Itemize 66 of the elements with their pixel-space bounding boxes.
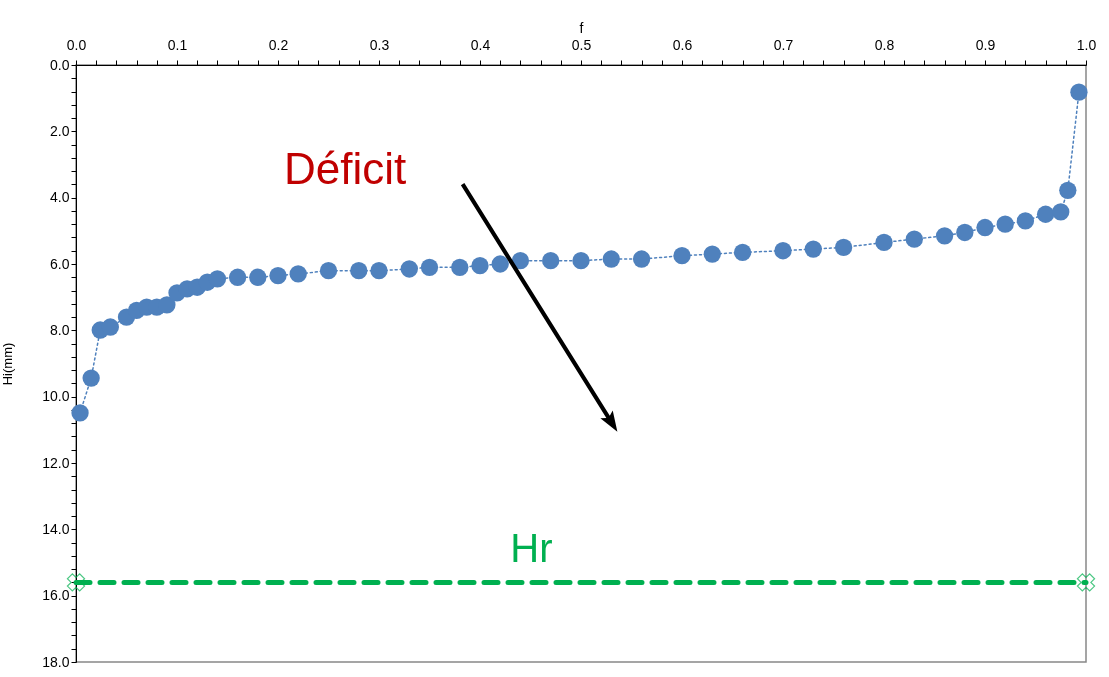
point (1036, 205, 1055, 223)
point (249, 268, 267, 286)
x-tick-label: 0.6 (672, 36, 693, 53)
point (703, 245, 721, 263)
point (542, 252, 560, 270)
point (956, 223, 974, 242)
point (774, 242, 792, 260)
point (996, 215, 1014, 233)
point (905, 230, 923, 248)
x-tick-label: 0.2 (268, 36, 289, 53)
point (82, 369, 100, 387)
x-axis-title: f (579, 19, 584, 36)
point (1059, 181, 1077, 200)
point (420, 258, 439, 276)
point (976, 218, 994, 237)
x-tick-label: 0.5 (571, 36, 592, 53)
series-label: Hr (510, 526, 553, 571)
point (673, 247, 691, 265)
x-tick-label: 0.7 (773, 36, 794, 53)
point (733, 243, 752, 262)
point (471, 257, 489, 275)
point (1016, 212, 1035, 230)
x-tick-label: 1.0 (1076, 36, 1097, 53)
point (228, 268, 247, 286)
y-tick-label: 2.0 (50, 122, 70, 139)
y-tick-label: 18.0 (42, 653, 70, 670)
x-tick-label: 0.1 (167, 36, 188, 53)
point (66, 573, 86, 592)
y-tick-label: 14.0 (42, 520, 70, 537)
y-tick-label: 4.0 (50, 189, 70, 206)
point (491, 255, 509, 273)
x-tick-label: 0.0 (66, 36, 87, 53)
point (370, 261, 388, 280)
y-tick-label: 16.0 (42, 587, 70, 604)
point (1052, 203, 1070, 221)
point (451, 258, 469, 276)
point (875, 233, 893, 252)
point (632, 250, 651, 268)
point (804, 240, 822, 258)
y-tick-label: 10.0 (42, 388, 70, 405)
point (158, 296, 176, 314)
point (208, 270, 227, 288)
point (319, 261, 338, 280)
annotation: Déficit (284, 144, 407, 193)
point (289, 265, 307, 283)
y-tick-label: 6.0 (50, 255, 70, 272)
point (101, 318, 119, 336)
y-tick-label: 12.0 (42, 454, 70, 471)
x-tick-label: 0.8 (874, 36, 895, 53)
point (511, 252, 530, 270)
point (935, 227, 954, 245)
y-tick-label: 8.0 (50, 321, 70, 338)
x-tick-label: 0.3 (369, 36, 390, 53)
y-tick-label: 0.0 (50, 56, 70, 73)
x-tick-label: 0.9 (975, 36, 996, 53)
point (1070, 83, 1088, 101)
point (400, 260, 418, 278)
point (834, 238, 853, 257)
point (350, 261, 368, 280)
point (602, 250, 620, 268)
x-tick-label: 0.4 (470, 36, 491, 53)
point (269, 266, 287, 285)
y-axis-title: Hi(mm) (0, 342, 15, 386)
point (572, 252, 590, 270)
point (1076, 573, 1096, 592)
point (71, 404, 89, 422)
